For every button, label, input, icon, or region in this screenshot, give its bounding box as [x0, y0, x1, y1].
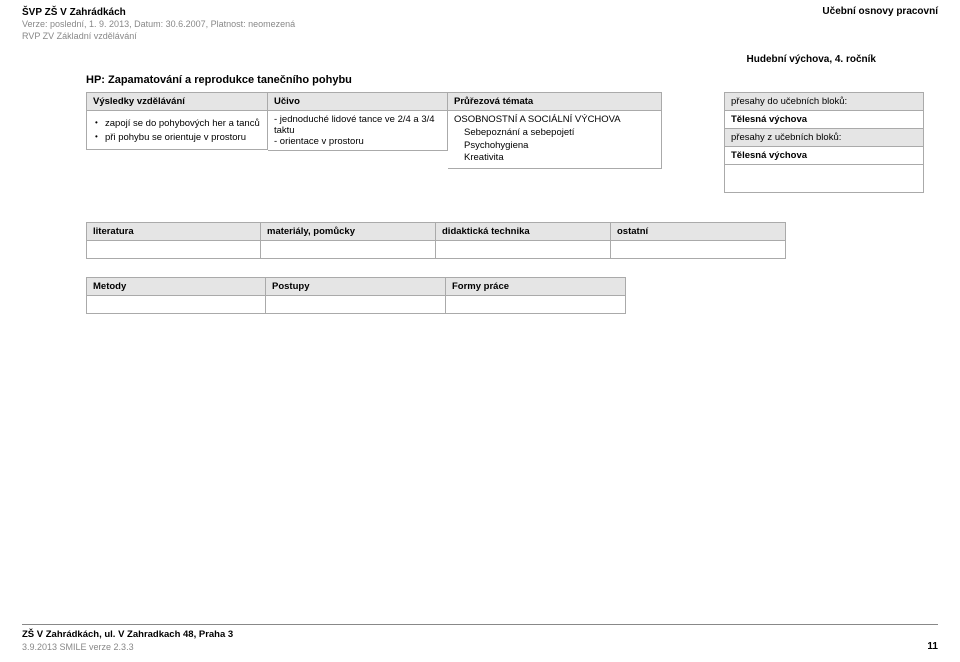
table-3col: Metody Postupy Formy práce — [86, 277, 626, 314]
footer: ZŠ V Zahrádkách, ul. V Zahradkach 48, Pr… — [22, 624, 938, 652]
t4-col: didaktická technika — [436, 222, 611, 259]
t4-hdr: materiály, pomůcky — [261, 222, 436, 241]
page-number: 11 — [927, 641, 938, 652]
uc-line: - orientace v prostoru — [274, 136, 441, 147]
header-right: Učební osnovy pracovní — [822, 6, 938, 17]
t4-cell — [261, 241, 436, 259]
hdr-presahy-do: přesahy do učebních bloků: — [724, 92, 924, 111]
footer-line-2: 3.9.2013 SMILE verze 2.3.3 — [22, 642, 938, 652]
t3-cell — [266, 296, 446, 314]
t4-hdr: didaktická technika — [436, 222, 611, 241]
table-4col: literatura materiály, pomůcky didaktická… — [86, 222, 786, 259]
col-ucivo: Učivo - jednoduché lidové tance ve 2/4 a… — [268, 92, 448, 193]
t4-cell — [86, 241, 261, 259]
doc-title: ŠVP ZŠ V Zahrádkách — [22, 6, 295, 19]
pt-sub: Psychohygiena — [454, 140, 655, 153]
uc-line: - jednoduché lidové tance ve 2/4 a 3/4 t… — [274, 114, 441, 136]
vv-item: zapojí se do pohybových her a tanců — [105, 118, 261, 130]
t4-cell — [611, 241, 786, 259]
pt-sub: Sebepoznání a sebepojetí — [454, 127, 655, 140]
t4-col: ostatní — [611, 222, 786, 259]
pt-sub: Kreativita — [454, 152, 655, 165]
hdr-presahy-z: přesahy z učebních bloků: — [724, 129, 924, 147]
doc-subtitle-2: RVP ZV Základní vzdělávání — [22, 31, 295, 43]
t3-cell — [446, 296, 626, 314]
t4-hdr: literatura — [86, 222, 261, 241]
col-prurezova: Průřezová témata OSOBNOSTNÍ A SOCIÁLNÍ V… — [448, 92, 662, 193]
hdr-prurezova: Průřezová témata — [448, 92, 662, 110]
vv-list: zapojí se do pohybových her a tanců při … — [93, 118, 261, 144]
t3-cell — [86, 296, 266, 314]
col-vysledky: Výsledky vzdělávání zapojí se do pohybov… — [86, 92, 268, 193]
presahy-extender — [724, 165, 924, 193]
body-prurezova: OSOBNOSTNÍ A SOCIÁLNÍ VÝCHOVA Sebepoznán… — [448, 110, 662, 169]
lower-tables: literatura materiály, pomůcky didaktická… — [86, 222, 786, 314]
hdr-vysledky: Výsledky vzdělávání — [86, 92, 268, 110]
content-block: HP: Zapamatování a reprodukce tanečního … — [86, 74, 938, 193]
t3-hdr: Postupy — [266, 277, 446, 296]
t3-hdr: Metody — [86, 277, 266, 296]
t4-col: literatura — [86, 222, 261, 259]
pt-main: OSOBNOSTNÍ A SOCIÁLNÍ VÝCHOVA — [454, 114, 655, 127]
t3-col: Postupy — [266, 277, 446, 314]
main-grid: Výsledky vzdělávání zapojí se do pohybov… — [86, 92, 938, 193]
page: ŠVP ZŠ V Zahrádkách Verze: poslední, 1. … — [0, 0, 960, 662]
hdr-ucivo: Učivo — [268, 92, 448, 110]
vv-item: při pohybu se orientuje v prostoru — [105, 132, 261, 144]
t3-col: Formy práce — [446, 277, 626, 314]
context-line: Hudební výchova, 4. ročník — [747, 54, 876, 65]
doc-subtitle-1: Verze: poslední, 1. 9. 2013, Datum: 30.6… — [22, 19, 295, 31]
t4-cell — [436, 241, 611, 259]
col-presahy: přesahy do učebních bloků: Tělesná výcho… — [724, 92, 924, 193]
presahy-z-value: Tělesná výchova — [724, 147, 924, 165]
presahy-do-value: Tělesná výchova — [724, 111, 924, 129]
t3-hdr: Formy práce — [446, 277, 626, 296]
body-vysledky: zapojí se do pohybových her a tanců při … — [86, 110, 268, 150]
hp-title: HP: Zapamatování a reprodukce tanečního … — [86, 74, 938, 86]
body-ucivo: - jednoduché lidové tance ve 2/4 a 3/4 t… — [268, 110, 448, 151]
footer-line-1: ZŠ V Zahrádkách, ul. V Zahradkach 48, Pr… — [22, 629, 938, 640]
t4-hdr: ostatní — [611, 222, 786, 241]
t4-col: materiály, pomůcky — [261, 222, 436, 259]
t3-col: Metody — [86, 277, 266, 314]
header-left: ŠVP ZŠ V Zahrádkách Verze: poslední, 1. … — [22, 6, 295, 42]
